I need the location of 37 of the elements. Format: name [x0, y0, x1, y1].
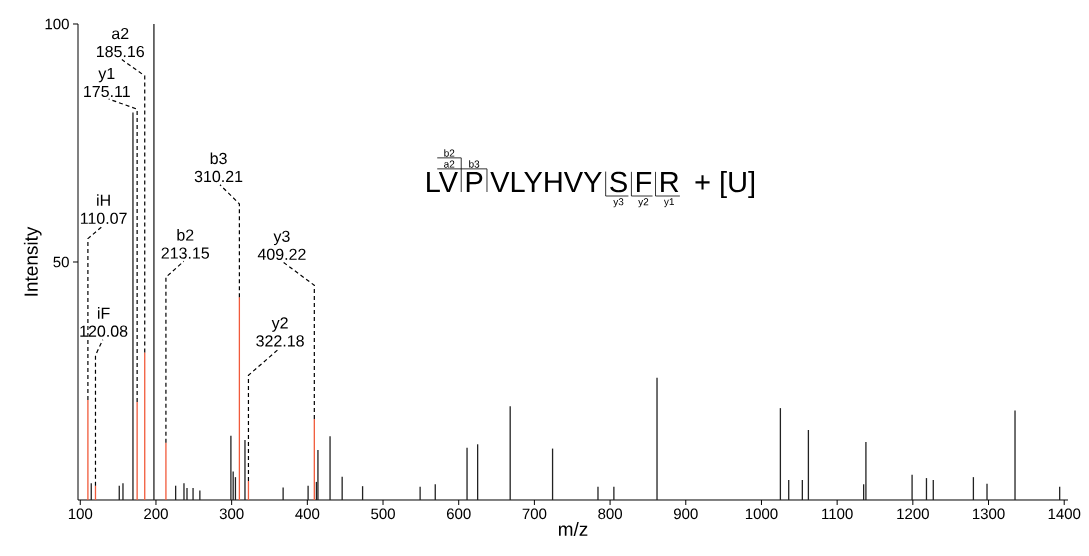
- y-axis-title: Intensity: [23, 226, 42, 296]
- x-tick-label: 100: [68, 508, 93, 520]
- annotation: y2 322.18: [256, 317, 304, 347]
- annotation: y1: [663, 198, 674, 208]
- annotation: P: [466, 172, 483, 193]
- annotation: S: [610, 171, 627, 193]
- annotation: y2: [638, 198, 649, 208]
- annotation: iF 120.08: [80, 307, 128, 337]
- x-tick-label: 900: [673, 508, 698, 520]
- annotation: VLYHVY: [490, 172, 602, 193]
- annotation: a2: [444, 160, 455, 168]
- annotation: b3 310.21: [194, 152, 243, 183]
- x-tick-label: 200: [144, 508, 168, 520]
- annotation: F: [636, 172, 652, 193]
- x-tick-label: 500: [371, 508, 395, 520]
- x-tick-label: 700: [522, 508, 547, 520]
- annotation: y3: [613, 198, 624, 208]
- x-tick-label: 400: [295, 508, 320, 520]
- annotation: y3 409.22: [257, 230, 306, 260]
- annotation: + [U]: [695, 171, 755, 199]
- annotation: b3: [469, 160, 480, 168]
- x-tick-label: 1400: [1048, 508, 1081, 520]
- y-tick-label: 50: [53, 256, 69, 268]
- x-tick-label: 1100: [822, 508, 853, 520]
- x-tick-label: 1200: [897, 508, 929, 520]
- x-tick-label: 600: [446, 508, 471, 520]
- x-tick-label: 1300: [972, 508, 1005, 520]
- annotation: iH 110.07: [80, 194, 127, 225]
- x-tick-label: 300: [219, 508, 244, 520]
- annotation: LV: [427, 172, 458, 193]
- annotation: b2 213.15: [161, 229, 210, 259]
- x-axis-title: m/z: [558, 522, 588, 536]
- annotation: y1 175.11: [84, 67, 130, 98]
- x-tick-label: 800: [598, 508, 623, 520]
- x-tick-label: 1000: [745, 508, 778, 520]
- annotation: b2: [444, 149, 455, 157]
- annotation: R: [661, 172, 679, 193]
